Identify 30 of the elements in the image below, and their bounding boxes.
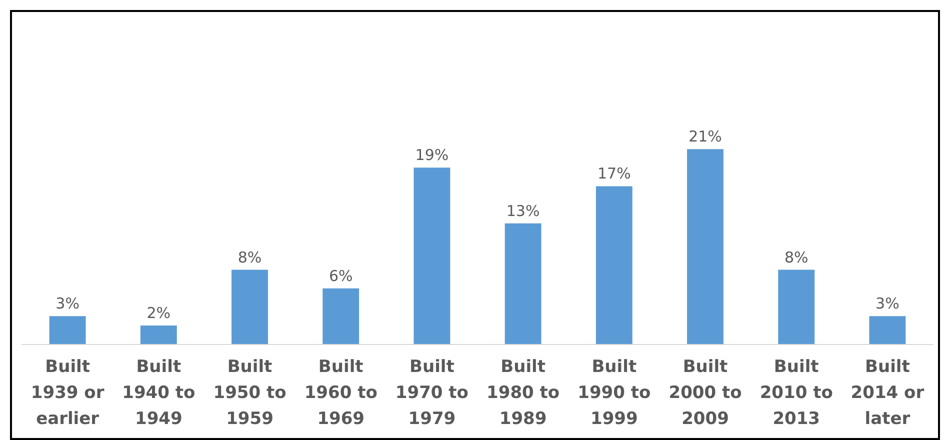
x-tick-label: Built 2000 to 2009 [668, 357, 742, 429]
data-label: 3% [876, 294, 900, 313]
bar [414, 168, 450, 344]
x-tick-label: Built 1980 to 1989 [486, 357, 560, 429]
data-label: 6% [328, 266, 353, 285]
data-label: 17% [597, 164, 631, 183]
x-tick-label: Built 1950 to 1959 [213, 357, 286, 429]
x-tick-label: Built 2014 or later [850, 357, 925, 429]
bar [778, 270, 815, 344]
data-label: 3% [56, 294, 80, 313]
bar [687, 149, 724, 344]
data-label: 8% [784, 248, 808, 266]
bar [232, 270, 268, 344]
x-tick-label: Built 1970 to 1979 [395, 357, 468, 429]
data-label: 8% [238, 248, 262, 266]
bar [322, 288, 360, 344]
bar [869, 316, 906, 344]
data-label: 21% [688, 128, 722, 146]
bar [596, 186, 632, 344]
bar [140, 325, 177, 344]
x-tick-label: Built 1939 or earlier [30, 357, 105, 429]
x-tick-label: Built 1990 to 1999 [578, 357, 651, 429]
data-label: 13% [506, 202, 540, 220]
data-label: 2% [146, 304, 171, 322]
x-tick-label: Built 1960 to 1969 [304, 357, 378, 429]
data-label: 19% [415, 146, 449, 164]
x-tick-label: Built 1940 to 1949 [122, 357, 196, 429]
x-tick-label: Built 2010 to 2013 [760, 357, 833, 429]
bar [504, 223, 542, 344]
bar [49, 316, 86, 344]
